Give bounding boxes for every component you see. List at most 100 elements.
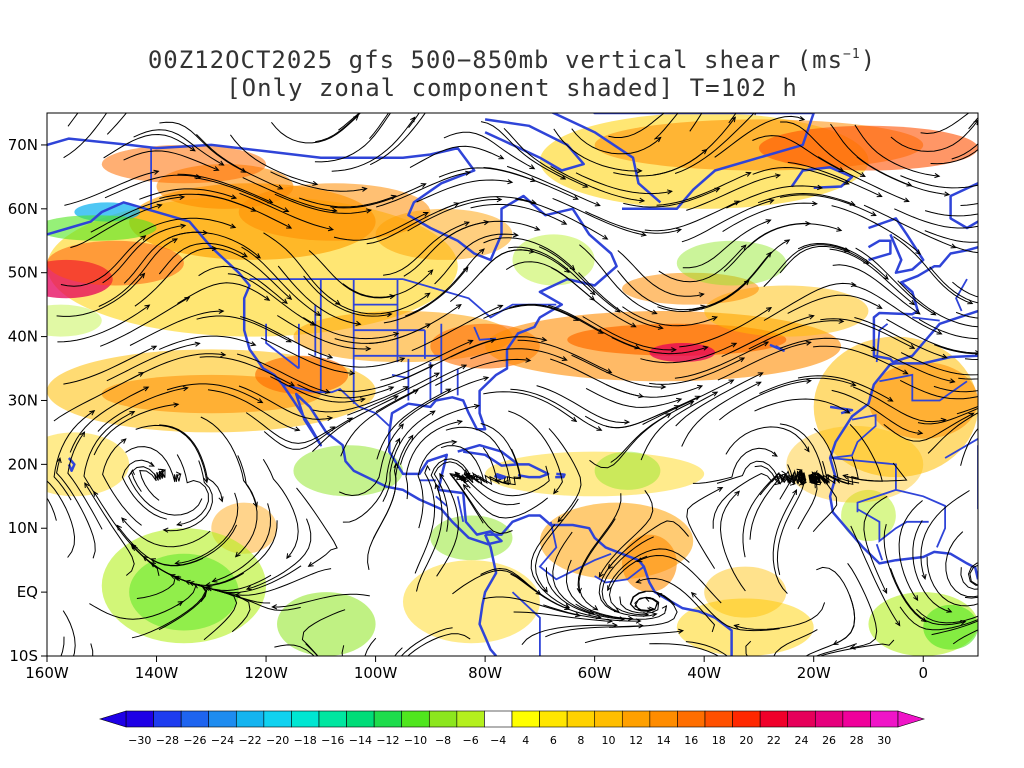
streamline xyxy=(56,458,96,559)
streamline xyxy=(550,358,644,398)
colorbar-swatch xyxy=(235,710,265,728)
streamline-arrow xyxy=(162,527,169,533)
streamline-arrow xyxy=(946,607,953,613)
streamline xyxy=(831,205,921,255)
streamline xyxy=(445,426,511,485)
streamline xyxy=(674,341,769,379)
streamline xyxy=(439,196,536,212)
streamline xyxy=(685,641,729,656)
streamline-arrow xyxy=(765,219,772,225)
streamline xyxy=(139,469,164,501)
streamline xyxy=(852,285,942,335)
shading-patch xyxy=(255,355,349,395)
streamline-arrow xyxy=(220,351,227,358)
streamline xyxy=(820,318,915,349)
streamline-arrow xyxy=(365,346,372,352)
streamline-arrow xyxy=(422,212,429,217)
coastline xyxy=(868,217,925,274)
streamline-arrow xyxy=(542,586,548,593)
streamline-arrow xyxy=(842,474,849,480)
streamline xyxy=(483,237,575,271)
streamline-arrow xyxy=(140,235,147,241)
streamline xyxy=(960,427,978,466)
streamline xyxy=(681,199,774,243)
streamline xyxy=(53,410,95,501)
streamline xyxy=(712,472,781,529)
streamline-arrow xyxy=(676,397,683,403)
streamline xyxy=(883,523,927,623)
streamline xyxy=(227,273,316,326)
streamline xyxy=(899,606,978,631)
streamline xyxy=(274,193,372,214)
streamline xyxy=(298,195,396,208)
streamline xyxy=(400,405,479,465)
streamline-arrow xyxy=(383,698,388,702)
streamline xyxy=(853,386,946,423)
streamline xyxy=(714,115,805,158)
streamline xyxy=(200,416,258,507)
border-line xyxy=(944,438,978,459)
colorbar-label: −28 xyxy=(156,734,179,747)
streamline xyxy=(207,389,300,431)
streamline xyxy=(623,187,720,208)
colorbar-swatch xyxy=(759,710,789,728)
streamline-arrow xyxy=(774,173,782,179)
streamline xyxy=(649,643,720,656)
streamline-arrow xyxy=(503,477,509,484)
colorbar-swatch xyxy=(428,710,458,728)
streamline xyxy=(900,175,978,189)
streamline-arrow xyxy=(987,588,992,592)
streamline-arrow xyxy=(121,517,127,524)
streamline-arrow xyxy=(412,389,419,395)
streamline xyxy=(235,568,332,596)
streamline xyxy=(709,239,790,307)
streamline-arrow xyxy=(234,592,241,598)
streamline-arrow xyxy=(671,347,677,353)
streamline xyxy=(855,247,936,316)
streamline xyxy=(270,376,365,403)
streamline-arrow xyxy=(176,521,183,527)
streamline xyxy=(177,282,270,305)
streamline-arrow xyxy=(702,345,709,351)
streamline-arrow xyxy=(309,320,316,326)
border-line xyxy=(265,323,300,370)
streamline xyxy=(608,555,648,616)
streamline xyxy=(924,210,978,217)
streamline xyxy=(787,464,804,481)
streamline-arrow xyxy=(814,480,821,486)
streamline-arrow xyxy=(1007,395,1012,399)
streamline-arrow xyxy=(602,234,609,240)
streamline-arrow xyxy=(252,501,258,508)
streamline xyxy=(103,133,196,159)
streamline xyxy=(449,473,513,535)
streamline xyxy=(863,495,888,594)
streamline xyxy=(100,296,190,347)
streamline xyxy=(679,307,772,348)
streamline xyxy=(139,217,236,234)
streamline-arrow xyxy=(985,222,990,226)
streamline xyxy=(369,304,462,344)
streamline xyxy=(212,503,272,582)
streamline-arrow xyxy=(156,39,160,44)
streamline-arrow xyxy=(639,197,646,203)
streamline xyxy=(656,172,751,206)
streamline-arrow xyxy=(392,395,399,401)
streamline-arrow xyxy=(859,172,866,178)
streamline-arrow xyxy=(557,516,563,523)
colorbar-label: 6 xyxy=(550,734,557,747)
coastline xyxy=(829,405,854,415)
streamline xyxy=(260,337,355,374)
streamline-arrow xyxy=(332,671,337,676)
streamline xyxy=(960,564,978,590)
streamline xyxy=(571,354,666,388)
streamline xyxy=(503,127,588,188)
streamline xyxy=(166,231,261,259)
border-line xyxy=(829,414,877,459)
streamline xyxy=(407,633,471,656)
streamline xyxy=(383,221,470,276)
x-axis: 160W 140W 120W 100W 80W 60W 40W 20W 0 xyxy=(25,656,928,682)
streamline-arrow xyxy=(410,693,415,697)
streamline-arrow xyxy=(411,59,415,64)
streamline xyxy=(47,497,57,521)
x-tick-label: 140W xyxy=(135,664,179,682)
